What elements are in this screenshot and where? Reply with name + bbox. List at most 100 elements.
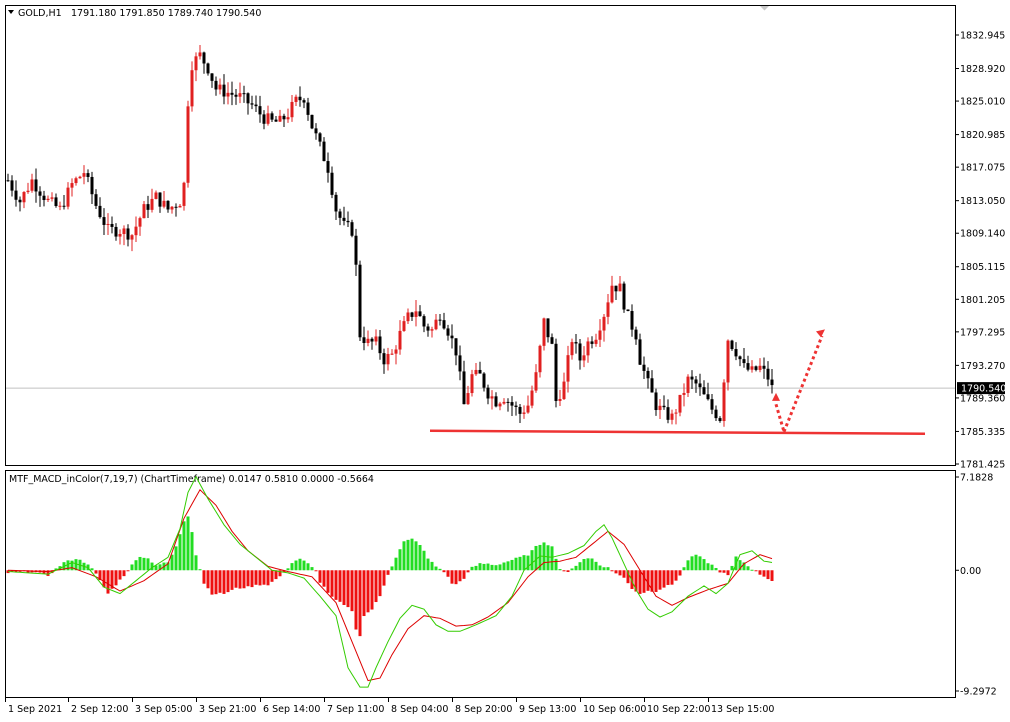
histogram-bar xyxy=(526,555,530,571)
candle xyxy=(466,385,470,405)
histogram-bar xyxy=(278,570,282,577)
time-tick-label: 8 Sep 20:00 xyxy=(455,704,512,715)
candle xyxy=(730,339,734,351)
candle xyxy=(6,173,10,182)
candle xyxy=(598,319,602,348)
candle xyxy=(118,229,122,245)
candle xyxy=(214,76,218,96)
candle xyxy=(138,216,142,236)
candle xyxy=(202,51,206,74)
histogram-bar xyxy=(430,561,434,571)
candle xyxy=(690,370,694,389)
histogram-bar xyxy=(418,545,422,571)
candle xyxy=(94,189,98,209)
candle xyxy=(358,260,362,342)
histogram-bar xyxy=(618,570,622,576)
current-price-value: 1790.540 xyxy=(961,384,1006,395)
price-tick-label: 1801.205 xyxy=(960,295,1005,306)
histogram-bar xyxy=(346,570,350,608)
histogram-bar xyxy=(410,538,414,571)
candle xyxy=(622,281,626,313)
histogram-bar xyxy=(666,570,670,585)
candle xyxy=(482,372,486,392)
histogram-bar xyxy=(386,570,390,575)
histogram-bar xyxy=(134,560,138,571)
candle xyxy=(534,364,538,393)
histogram-bar xyxy=(274,570,278,580)
histogram-bar xyxy=(14,570,18,572)
histogram-bar xyxy=(214,570,218,595)
candle xyxy=(682,383,686,407)
histogram-bar xyxy=(714,567,718,571)
histogram-bar xyxy=(590,558,594,571)
histogram-bar xyxy=(74,559,78,571)
candle xyxy=(658,399,662,420)
histogram-bar xyxy=(534,545,538,571)
histogram-bar xyxy=(558,569,562,571)
histogram-bar xyxy=(310,567,314,571)
candle xyxy=(382,348,386,374)
candle xyxy=(222,74,226,105)
histogram-bar xyxy=(10,570,14,572)
candle xyxy=(674,408,678,425)
histogram-bar xyxy=(546,545,550,571)
candle xyxy=(158,192,162,213)
one-click-panel-toggle-icon[interactable] xyxy=(760,6,769,11)
candle xyxy=(114,223,118,241)
support-level-line xyxy=(429,429,926,435)
candle xyxy=(706,382,710,401)
histogram-bar xyxy=(190,532,194,571)
histogram-bar xyxy=(442,570,446,573)
histogram-bar xyxy=(678,570,682,576)
candle xyxy=(14,180,18,207)
candle xyxy=(22,191,26,209)
candle xyxy=(266,105,270,126)
histogram-bar xyxy=(226,570,230,593)
histogram-bar xyxy=(94,570,98,574)
candle xyxy=(246,92,250,115)
histogram-bar xyxy=(458,570,462,582)
candle xyxy=(522,405,526,419)
candle xyxy=(290,94,294,122)
macd-histogram xyxy=(6,516,774,637)
histogram-bar xyxy=(698,556,702,571)
histogram-bar xyxy=(602,567,606,571)
candle xyxy=(566,345,570,393)
price-tick-label: 1832.945 xyxy=(960,31,1005,42)
candle xyxy=(490,390,494,410)
candle xyxy=(590,336,594,349)
candle xyxy=(170,206,174,214)
candle xyxy=(370,337,374,350)
histogram-bar xyxy=(566,570,570,572)
candle xyxy=(86,169,90,183)
histogram-bar xyxy=(462,570,466,579)
histogram-bar xyxy=(66,560,70,571)
histogram-bar xyxy=(414,541,418,571)
histogram-bar xyxy=(522,555,526,571)
candle xyxy=(442,312,446,330)
signal-line xyxy=(7,488,773,682)
histogram-bar xyxy=(242,570,246,589)
histogram-bar xyxy=(298,558,302,571)
histogram-bar xyxy=(186,516,190,571)
histogram-bar xyxy=(518,556,522,571)
candles xyxy=(6,45,774,427)
arrow-head-small-icon xyxy=(772,392,780,401)
candle xyxy=(154,190,158,200)
histogram-bar xyxy=(426,558,430,571)
chart-menu-triangle-icon[interactable] xyxy=(8,10,14,14)
histogram-bar xyxy=(138,556,142,571)
histogram-bar xyxy=(330,570,334,597)
candle xyxy=(90,171,94,204)
candle xyxy=(102,208,106,235)
forecast-arrow xyxy=(772,329,825,433)
histogram-bar xyxy=(334,570,338,600)
histogram-bar xyxy=(450,570,454,584)
histogram-bar xyxy=(358,570,362,637)
candle xyxy=(174,203,178,217)
candle xyxy=(666,399,670,424)
histogram-bar xyxy=(730,565,734,571)
histogram-bar xyxy=(258,570,262,586)
candle xyxy=(502,398,506,405)
